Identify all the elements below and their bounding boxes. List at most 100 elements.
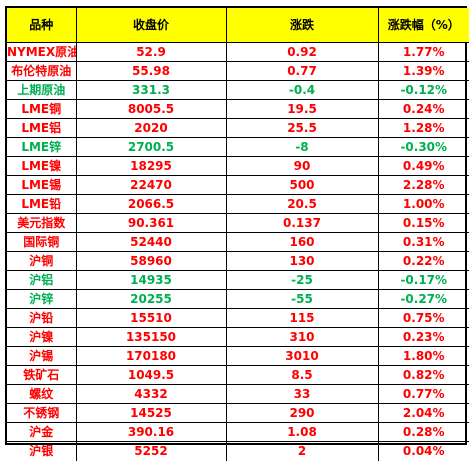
cell-change: 33	[225, 384, 379, 404]
cell-change-pct: 2.04%	[377, 403, 469, 423]
table-row: 美元指数 90.361 0.137 0.15%	[7, 213, 469, 233]
cell-change-pct: 2.28%	[377, 175, 469, 195]
cell-name: 沪铜	[7, 251, 77, 271]
header-change: 涨跌	[225, 8, 379, 43]
table-row: LME铅 2066.5 20.5 1.00%	[7, 194, 469, 214]
cell-name: 沪锡	[7, 346, 77, 366]
cell-close: 52440	[75, 232, 227, 252]
cell-close: 2066.5	[75, 194, 227, 214]
cell-change-pct: -0.27%	[377, 289, 469, 309]
table-row: LME镍 18295 90 0.49%	[7, 156, 469, 176]
cell-change-pct: 1.77%	[377, 42, 469, 62]
cell-change-pct: 0.15%	[377, 213, 469, 233]
cell-change: 130	[225, 251, 379, 271]
cell-close: 2700.5	[75, 137, 227, 157]
cell-name: LME铅	[7, 194, 77, 214]
cell-name: 铁矿石	[7, 365, 77, 385]
table-row: LME铝 2020 25.5 1.28%	[7, 118, 469, 138]
commodity-quotes-table: 品种 收盘价 涨跌 涨跌幅（%） NYMEX原油 52.9 0.92 1.77% 布伦特…	[7, 8, 469, 461]
cell-name: 布伦特原油	[7, 61, 77, 81]
table-row: 铁矿石 1049.5 8.5 0.82%	[7, 365, 469, 385]
table-row: 沪铅 15510 115 0.75%	[7, 308, 469, 328]
cell-change: 115	[225, 308, 379, 328]
cell-change-pct: 0.31%	[377, 232, 469, 252]
cell-change: 0.92	[225, 42, 379, 62]
cell-name: LME锡	[7, 175, 77, 195]
table-row: LME锡 22470 500 2.28%	[7, 175, 469, 195]
cell-change-pct: 0.82%	[377, 365, 469, 385]
cell-change-pct: 1.39%	[377, 61, 469, 81]
cell-change-pct: 0.22%	[377, 251, 469, 271]
table-row: LME锌 2700.5 -8 -0.30%	[7, 137, 469, 157]
table-row: 布伦特原油 55.98 0.77 1.39%	[7, 61, 469, 81]
cell-change: 20.5	[225, 194, 379, 214]
cell-close: 170180	[75, 346, 227, 366]
cell-change: -8	[225, 137, 379, 157]
cell-change-pct: 1.28%	[377, 118, 469, 138]
table-row: NYMEX原油 52.9 0.92 1.77%	[7, 42, 469, 62]
cell-change-pct: 0.75%	[377, 308, 469, 328]
cell-close: 55.98	[75, 61, 227, 81]
cell-close: 14525	[75, 403, 227, 423]
cell-close: 22470	[75, 175, 227, 195]
cell-name: 沪银	[7, 441, 77, 461]
cell-change: 19.5	[225, 99, 379, 119]
table-row: 不锈钢 14525 290 2.04%	[7, 403, 469, 423]
table-row: 上期原油 331.3 -0.4 -0.12%	[7, 80, 469, 100]
cell-close: 20255	[75, 289, 227, 309]
cell-close: 14935	[75, 270, 227, 290]
cell-change: 3010	[225, 346, 379, 366]
cell-change: 2	[225, 441, 379, 461]
cell-change-pct: 0.04%	[377, 441, 469, 461]
cell-change-pct: 0.23%	[377, 327, 469, 347]
cell-change-pct: 1.00%	[377, 194, 469, 214]
cell-name: 沪金	[7, 422, 77, 442]
table-row: 沪锡 170180 3010 1.80%	[7, 346, 469, 366]
quotes-table-frame: 品种 收盘价 涨跌 涨跌幅（%） NYMEX原油 52.9 0.92 1.77% 布伦特…	[5, 6, 469, 461]
cell-change-pct: -0.12%	[377, 80, 469, 100]
cell-name: 不锈钢	[7, 403, 77, 423]
table-row: 沪铝 14935 -25 -0.17%	[7, 270, 469, 290]
cell-change: -55	[225, 289, 379, 309]
table-body: NYMEX原油 52.9 0.92 1.77% 布伦特原油 55.98 0.77 1.39% 上…	[7, 42, 469, 461]
cell-change: 90	[225, 156, 379, 176]
cell-name: LME锌	[7, 137, 77, 157]
cell-close: 18295	[75, 156, 227, 176]
cell-change-pct: -0.30%	[377, 137, 469, 157]
header-name: 品种	[7, 8, 77, 43]
header-change-pct: 涨跌幅（%）	[377, 8, 469, 43]
cell-name: 国际铜	[7, 232, 77, 252]
cell-change-pct: 0.77%	[377, 384, 469, 404]
cell-name: 沪镍	[7, 327, 77, 347]
table-row: 沪铜 58960 130 0.22%	[7, 251, 469, 271]
cell-close: 2020	[75, 118, 227, 138]
cell-change: -0.4	[225, 80, 379, 100]
cell-change-pct: 0.49%	[377, 156, 469, 176]
cell-name: LME铝	[7, 118, 77, 138]
cell-change: 310	[225, 327, 379, 347]
cell-change: 1.08	[225, 422, 379, 442]
cell-close: 58960	[75, 251, 227, 271]
cell-name: 沪锌	[7, 289, 77, 309]
cell-change: 25.5	[225, 118, 379, 138]
table-row: 沪镍 135150 310 0.23%	[7, 327, 469, 347]
cell-close: 5252	[75, 441, 227, 461]
cell-close: 390.16	[75, 422, 227, 442]
cell-change: 500	[225, 175, 379, 195]
cell-name: 沪铝	[7, 270, 77, 290]
table-row: 螺纹 4332 33 0.77%	[7, 384, 469, 404]
cell-close: 8005.5	[75, 99, 227, 119]
cell-close: 15510	[75, 308, 227, 328]
table-row: LME铜 8005.5 19.5 0.24%	[7, 99, 469, 119]
table-row: 沪锌 20255 -55 -0.27%	[7, 289, 469, 309]
cell-change-pct: 0.24%	[377, 99, 469, 119]
cell-change: 290	[225, 403, 379, 423]
table-header-row: 品种 收盘价 涨跌 涨跌幅（%）	[7, 8, 469, 43]
cell-name: NYMEX原油	[7, 42, 77, 62]
cell-change-pct: 0.28%	[377, 422, 469, 442]
cell-name: 沪铅	[7, 308, 77, 328]
cell-name: LME镍	[7, 156, 77, 176]
cell-name: 上期原油	[7, 80, 77, 100]
cell-change: 160	[225, 232, 379, 252]
table-row: 沪金 390.16 1.08 0.28%	[7, 422, 469, 442]
